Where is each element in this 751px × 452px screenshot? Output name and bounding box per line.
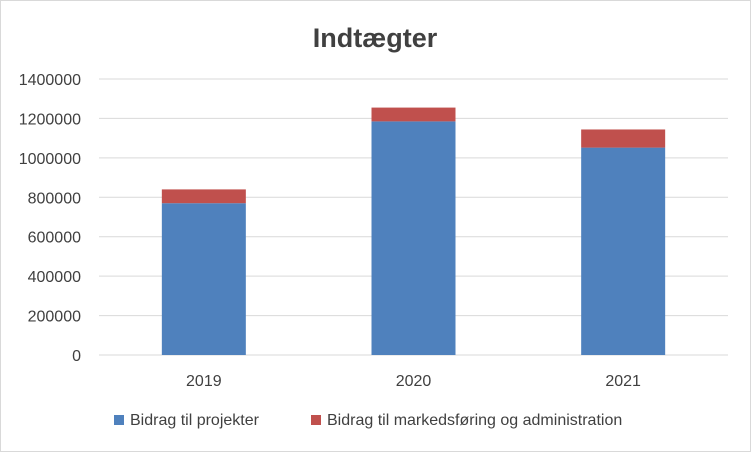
legend: Bidrag til projekter Bidrag til markedsfø… (114, 412, 622, 429)
legend-swatch (311, 415, 321, 425)
y-tick-label: 1200000 (19, 111, 81, 128)
bar-0-2019 (161, 203, 246, 355)
y-axis-ticks: 0 200000 400000 600000 800000 1000000 1200000 1… (19, 72, 81, 365)
x-tick-label: 2019 (186, 373, 222, 390)
legend-swatch (114, 415, 124, 425)
legend-label: Bidrag til markedsføring og administrati… (327, 412, 622, 429)
bar-0-2020 (371, 121, 456, 355)
y-tick-label: 1000000 (19, 151, 81, 168)
y-tick-label: 200000 (28, 309, 81, 326)
x-axis-ticks: 2019 2020 2021 (186, 373, 641, 390)
y-tick-label: 400000 (28, 269, 81, 286)
y-tick-label: 0 (72, 348, 81, 365)
chart-title: Indtægter (313, 23, 438, 53)
bar-1-2019 (161, 189, 246, 204)
bar-1-2021 (581, 129, 666, 148)
y-tick-label: 800000 (28, 190, 81, 207)
x-tick-label: 2020 (396, 373, 432, 390)
x-tick-label: 2021 (605, 373, 641, 390)
bar-0-2021 (581, 147, 666, 355)
y-tick-label: 600000 (28, 230, 81, 247)
y-tick-label: 1400000 (19, 72, 81, 89)
legend-label: Bidrag til projekter (130, 412, 260, 429)
bar-1-2020 (371, 107, 456, 122)
bars (161, 107, 666, 355)
